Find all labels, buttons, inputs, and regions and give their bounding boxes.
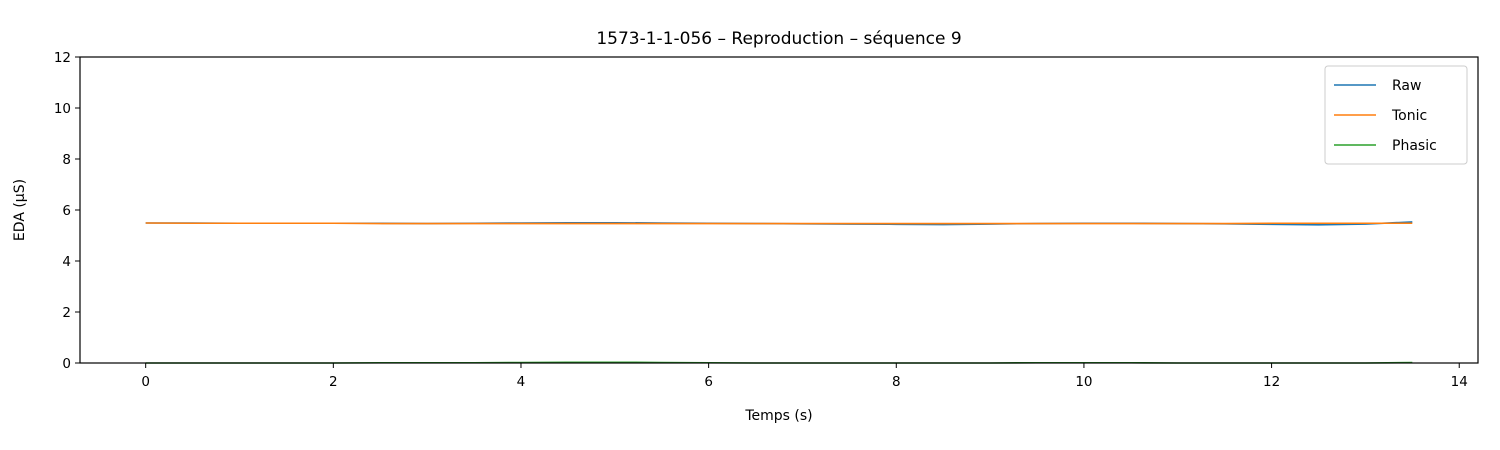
- x-axis: 0 2 4 6 8 10 12 14: [141, 363, 1468, 390]
- y-tick-label: 8: [62, 152, 71, 168]
- legend-label-phasic: Phasic: [1392, 138, 1437, 154]
- series-line-tonic: [145, 222, 1413, 225]
- x-tick-label: 8: [892, 374, 901, 390]
- legend-label-tonic: Tonic: [1391, 108, 1427, 124]
- legend-items: Raw Tonic Phasic: [1334, 78, 1437, 154]
- x-tick-label: 10: [1075, 374, 1092, 390]
- x-tick-label: 12: [1263, 374, 1280, 390]
- y-tick-label: 10: [54, 101, 71, 117]
- chart-title: 1573-1-1-056 – Reproduction – séquence 9: [596, 29, 961, 49]
- x-tick-label: 14: [1451, 374, 1468, 390]
- x-tick-label: 4: [517, 374, 526, 390]
- x-tick-label: 6: [704, 374, 713, 390]
- y-tick-label: 12: [54, 50, 71, 66]
- legend-label-raw: Raw: [1392, 78, 1421, 94]
- x-axis-label: Temps (s): [744, 408, 812, 424]
- y-axis: 0 2 4 6 8 10 12: [54, 50, 80, 372]
- y-tick-label: 0: [62, 356, 71, 372]
- x-tick-label: 0: [141, 374, 150, 390]
- legend: Raw Tonic Phasic: [1324, 65, 1468, 165]
- y-axis-label: EDA (µS): [12, 179, 28, 241]
- y-tick-label: 4: [62, 254, 71, 270]
- y-tick-label: 6: [62, 203, 71, 219]
- y-tick-label: 2: [62, 305, 71, 321]
- x-tick-label: 2: [329, 374, 338, 390]
- legend-box: [1324, 65, 1468, 165]
